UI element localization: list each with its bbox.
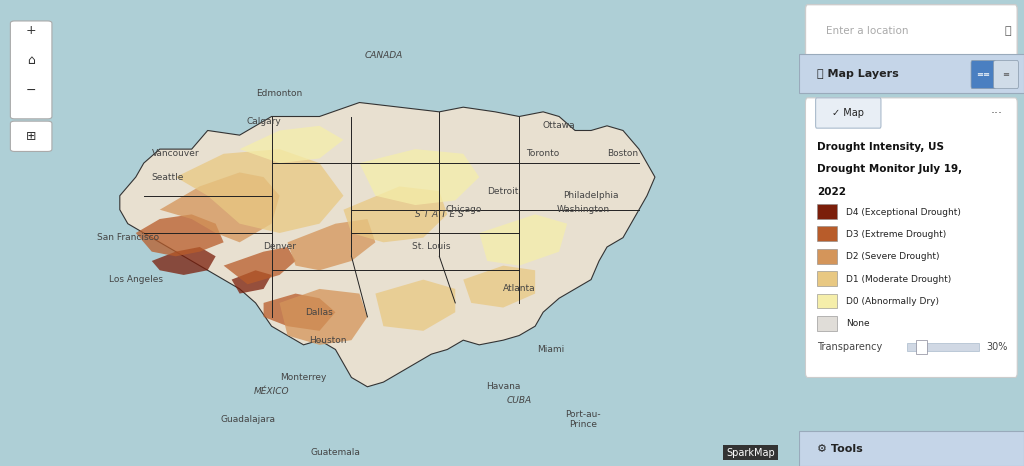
FancyBboxPatch shape (806, 98, 1017, 377)
Text: Monterrey: Monterrey (281, 373, 327, 382)
Polygon shape (263, 294, 336, 331)
Polygon shape (359, 149, 479, 205)
Text: CANADA: CANADA (365, 51, 402, 61)
Text: 🔍: 🔍 (1005, 26, 1012, 36)
Text: Calgary: Calgary (246, 116, 281, 126)
Text: +: + (26, 24, 37, 37)
Text: Havana: Havana (486, 382, 520, 391)
Text: Drought Intensity, US: Drought Intensity, US (817, 142, 944, 152)
Polygon shape (240, 126, 343, 163)
Polygon shape (152, 247, 216, 275)
Text: ⚙ Tools: ⚙ Tools (817, 444, 862, 454)
Polygon shape (160, 172, 280, 242)
Polygon shape (231, 270, 271, 294)
Polygon shape (120, 103, 655, 387)
Polygon shape (479, 214, 567, 266)
Bar (817, 226, 837, 241)
Polygon shape (280, 289, 368, 345)
Text: ✓ Map: ✓ Map (833, 108, 864, 118)
Text: ···: ··· (991, 107, 1002, 120)
Polygon shape (343, 186, 447, 242)
Bar (817, 294, 837, 308)
Polygon shape (223, 247, 296, 284)
Text: Miami: Miami (538, 345, 565, 354)
Text: 2022: 2022 (817, 187, 846, 197)
Text: 30%: 30% (986, 342, 1008, 352)
FancyBboxPatch shape (993, 61, 1018, 89)
Text: Port-au-
Prince: Port-au- Prince (565, 410, 601, 429)
Text: Philadelphia: Philadelphia (563, 191, 618, 200)
Text: 🌐 Map Layers: 🌐 Map Layers (817, 69, 898, 79)
Text: D0 (Abnormally Dry): D0 (Abnormally Dry) (846, 297, 939, 306)
Bar (817, 204, 837, 219)
Text: D1 (Moderate Drought): D1 (Moderate Drought) (846, 274, 951, 284)
Text: Toronto: Toronto (526, 149, 560, 158)
Text: Seattle: Seattle (152, 172, 184, 182)
Bar (915, 340, 927, 354)
Polygon shape (463, 266, 536, 308)
Bar (817, 249, 837, 264)
Bar (817, 271, 837, 286)
Text: D2 (Severe Drought): D2 (Severe Drought) (846, 252, 940, 261)
Text: D3 (Extreme Drought): D3 (Extreme Drought) (846, 230, 946, 239)
FancyBboxPatch shape (10, 21, 52, 119)
Bar (799, 54, 1024, 93)
Bar (799, 431, 1024, 466)
Text: ≡≡: ≡≡ (977, 70, 990, 79)
Text: Edmonton: Edmonton (256, 89, 303, 98)
Text: Atlanta: Atlanta (503, 284, 536, 294)
Text: ≡: ≡ (1002, 70, 1010, 79)
Text: S T A T E S: S T A T E S (415, 210, 464, 219)
Text: Guatemala: Guatemala (310, 447, 360, 457)
Bar (907, 343, 979, 351)
FancyBboxPatch shape (806, 5, 1017, 61)
FancyBboxPatch shape (10, 121, 52, 151)
Text: Los Angeles: Los Angeles (109, 275, 163, 284)
Text: MÉXICO: MÉXICO (254, 387, 290, 396)
Text: Guadalajara: Guadalajara (220, 415, 275, 424)
Text: St. Louis: St. Louis (412, 242, 451, 252)
FancyBboxPatch shape (815, 98, 881, 128)
Text: ⌂: ⌂ (28, 54, 35, 67)
Text: Dallas: Dallas (305, 308, 334, 317)
Text: −: − (26, 84, 37, 97)
Text: Transparency: Transparency (817, 342, 882, 352)
Text: Chicago: Chicago (445, 205, 481, 214)
Text: None: None (846, 319, 869, 329)
Text: Denver: Denver (263, 242, 296, 252)
Text: Drought Monitor July 19,: Drought Monitor July 19, (817, 164, 962, 174)
Text: Vancouver: Vancouver (152, 149, 200, 158)
Polygon shape (288, 219, 376, 270)
Text: San Francisco: San Francisco (96, 233, 159, 242)
Text: Houston: Houston (308, 336, 346, 345)
Bar (817, 316, 837, 331)
Polygon shape (376, 280, 456, 331)
Text: D4 (Exceptional Drought): D4 (Exceptional Drought) (846, 207, 961, 217)
Polygon shape (176, 149, 343, 233)
Text: Detroit: Detroit (487, 186, 519, 196)
Text: Enter a location: Enter a location (825, 26, 908, 36)
Text: SparkMap: SparkMap (726, 448, 775, 458)
Text: CUBA: CUBA (507, 396, 531, 405)
Polygon shape (136, 214, 223, 256)
Text: ⊞: ⊞ (26, 130, 37, 143)
Text: Ottawa: Ottawa (543, 121, 575, 130)
Text: Washington: Washington (556, 205, 609, 214)
Text: Boston: Boston (607, 149, 639, 158)
FancyBboxPatch shape (971, 61, 995, 89)
